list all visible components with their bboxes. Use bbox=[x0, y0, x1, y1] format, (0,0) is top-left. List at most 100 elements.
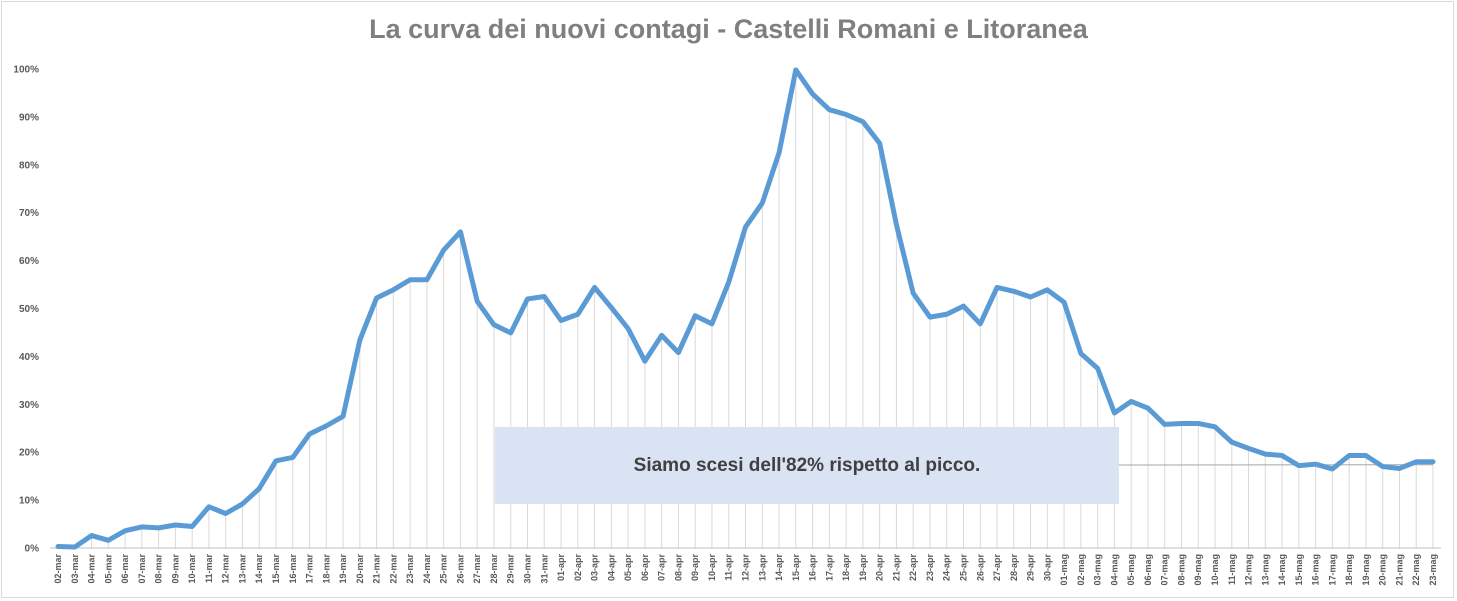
data-point bbox=[879, 142, 881, 144]
x-tick-label: 20-mar bbox=[355, 554, 365, 584]
data-point bbox=[1046, 289, 1048, 291]
data-point bbox=[677, 352, 679, 354]
x-tick-label: 23-apr bbox=[925, 554, 935, 582]
x-tick-label: 26-apr bbox=[975, 554, 985, 582]
data-point bbox=[1013, 290, 1015, 292]
x-tick-label: 03-mar bbox=[70, 554, 80, 584]
x-tick-label: 07-mar bbox=[137, 554, 147, 584]
x-tick-label: 27-mar bbox=[472, 554, 482, 584]
data-point bbox=[694, 315, 696, 317]
x-tick-label: 17-mag bbox=[1327, 554, 1337, 586]
data-point bbox=[711, 323, 713, 325]
data-point bbox=[426, 279, 428, 281]
x-tick-label: 20-mag bbox=[1378, 554, 1388, 586]
data-point bbox=[1281, 455, 1283, 457]
x-tick-label: 25-apr bbox=[958, 554, 968, 582]
data-point bbox=[409, 279, 411, 281]
data-points bbox=[57, 69, 1434, 548]
x-tick-label: 12-apr bbox=[741, 554, 751, 582]
x-tick-label: 04-apr bbox=[606, 554, 616, 582]
x-tick-label: 14-mar bbox=[254, 554, 264, 584]
x-tick-label: 29-apr bbox=[1026, 554, 1036, 582]
data-point bbox=[577, 313, 579, 315]
x-tick-label: 08-mag bbox=[1176, 554, 1186, 586]
x-tick-label: 21-mar bbox=[372, 554, 382, 584]
data-point bbox=[1231, 441, 1233, 443]
data-point bbox=[476, 300, 478, 302]
data-point bbox=[191, 525, 193, 527]
x-tick-label: 13-mar bbox=[237, 554, 247, 584]
x-tick-label: 18-apr bbox=[841, 554, 851, 582]
x-tick-label: 22-mar bbox=[388, 554, 398, 584]
x-tick-label: 20-apr bbox=[875, 554, 885, 582]
x-tick-label: 11-mar bbox=[204, 554, 214, 584]
x-tick-label: 09-mag bbox=[1193, 554, 1203, 586]
x-tick-label: 06-mag bbox=[1143, 554, 1153, 586]
x-tick-label: 07-mag bbox=[1160, 554, 1170, 586]
data-point bbox=[962, 305, 964, 307]
data-point bbox=[241, 503, 243, 505]
x-tick-label: 16-mar bbox=[288, 554, 298, 584]
x-tick-label: 06-apr bbox=[640, 554, 650, 582]
x-tick-label: 16-apr bbox=[808, 554, 818, 582]
x-tick-label: 22-mag bbox=[1411, 554, 1421, 586]
data-point bbox=[1382, 466, 1384, 468]
data-point bbox=[342, 415, 344, 417]
data-point bbox=[208, 506, 210, 508]
data-point bbox=[1432, 461, 1434, 463]
x-tick-label: 19-apr bbox=[858, 554, 868, 582]
x-tick-label: 02-apr bbox=[573, 554, 583, 582]
x-tick-label: 24-apr bbox=[942, 554, 952, 582]
data-point bbox=[895, 224, 897, 226]
data-point bbox=[543, 296, 545, 298]
data-point bbox=[745, 226, 746, 228]
data-point bbox=[946, 313, 948, 315]
x-tick-label: 30-apr bbox=[1042, 554, 1052, 582]
data-point bbox=[158, 527, 160, 529]
x-tick-label: 02-mag bbox=[1076, 554, 1086, 586]
data-point bbox=[57, 546, 59, 548]
data-point bbox=[996, 286, 998, 288]
y-tick-label: 90% bbox=[19, 112, 39, 123]
data-point bbox=[443, 249, 445, 251]
x-tick-label: 13-apr bbox=[757, 554, 767, 582]
x-tick-label: 31-mar bbox=[539, 554, 549, 584]
data-point bbox=[795, 69, 797, 71]
chart-title: La curva dei nuovi contagi - Castelli Ro… bbox=[369, 14, 1088, 44]
data-point bbox=[1298, 465, 1300, 467]
x-tick-label: 10-apr bbox=[707, 554, 717, 582]
y-tick-label: 20% bbox=[19, 448, 39, 459]
x-tick-label: 21-mag bbox=[1394, 554, 1404, 586]
data-point bbox=[1180, 422, 1182, 424]
y-tick-label: 50% bbox=[19, 304, 39, 315]
x-tick-label: 18-mag bbox=[1344, 554, 1354, 586]
x-axis: 02-mar 03-mar 04-mar 05-mar 06-mar 07-mar 08-m… bbox=[53, 554, 1438, 586]
x-tick-label: 21-apr bbox=[891, 554, 901, 582]
x-tick-label: 10-mar bbox=[187, 554, 197, 584]
data-point bbox=[74, 546, 76, 548]
x-tick-label: 11-mag bbox=[1227, 554, 1237, 585]
data-point bbox=[862, 121, 864, 123]
x-tick-label: 29-mar bbox=[506, 554, 516, 584]
data-point bbox=[493, 324, 495, 326]
data-point bbox=[1063, 301, 1065, 303]
x-tick-label: 04-mag bbox=[1109, 554, 1119, 586]
data-point bbox=[107, 539, 109, 541]
x-tick-label: 05-mag bbox=[1126, 554, 1136, 586]
x-tick-label: 12-mag bbox=[1244, 554, 1254, 586]
x-tick-label: 13-mag bbox=[1260, 554, 1270, 586]
x-tick-label: 05-apr bbox=[623, 554, 633, 582]
data-point bbox=[459, 231, 461, 233]
x-tick-label: 30-mar bbox=[523, 554, 533, 584]
x-tick-label: 25-mar bbox=[439, 554, 449, 584]
data-point bbox=[141, 526, 143, 528]
data-point bbox=[325, 425, 327, 427]
data-point bbox=[292, 456, 294, 458]
data-point bbox=[1030, 296, 1032, 298]
data-point bbox=[728, 281, 730, 283]
data-point bbox=[845, 114, 847, 116]
data-point bbox=[761, 202, 763, 204]
data-point bbox=[929, 316, 931, 318]
x-tick-label: 11-apr bbox=[724, 554, 734, 581]
